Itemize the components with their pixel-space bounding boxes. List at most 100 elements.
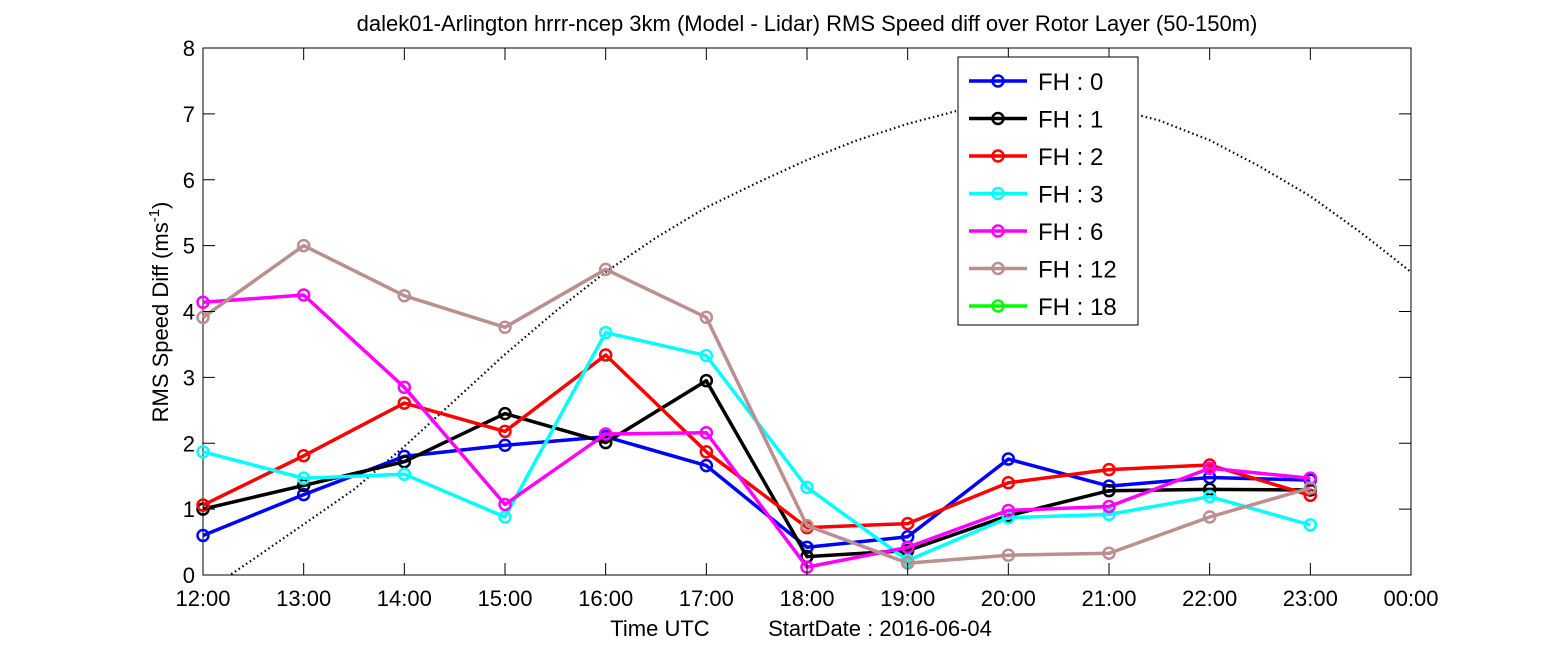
reference-curve <box>228 99 1411 575</box>
data-point-fh-1 <box>699 373 714 388</box>
x-tick-label: 22:00 <box>1182 586 1237 611</box>
x-axis: 12:00 13:00 14:00 15:00 16:00 17:00 18:00 19:00… <box>175 48 1439 611</box>
data-point-fh-6 <box>397 380 412 395</box>
y-tick-label: 3 <box>183 365 195 390</box>
chart-title: dalek01-Arlington hrrr-ncep 3km (Model -… <box>357 11 1258 36</box>
y-tick-label: 6 <box>183 168 195 193</box>
data-point-fh-2 <box>900 516 915 531</box>
series-fh-6 <box>196 288 1318 574</box>
legend-label-fh-18: FH : 18 <box>1038 294 1117 321</box>
legend-marker-fh-18 <box>991 299 1005 313</box>
y-axis-label-close: ) <box>148 202 173 209</box>
legend-box <box>957 56 1139 326</box>
y-axis-label-main: RMS Speed Diff (ms <box>148 222 173 422</box>
x-tick-label: 13:00 <box>276 586 331 611</box>
y-axis-label: RMS Speed Diff (ms-1) <box>146 202 173 423</box>
x-axis-startdate: StartDate : 2016-06-04 <box>768 616 992 641</box>
data-point-fh-12 <box>1001 548 1016 562</box>
data-point-fh-0 <box>196 528 210 543</box>
series-line-fh-0 <box>202 434 1311 550</box>
data-point-fh-2 <box>196 498 210 512</box>
x-tick-label: 14:00 <box>377 586 432 611</box>
x-tick-label: 23:00 <box>1283 586 1338 611</box>
y-tick-label: 4 <box>183 300 195 325</box>
data-point-fh-6 <box>196 295 210 310</box>
y-tick-label: 0 <box>183 563 195 588</box>
reference-curve-line <box>228 99 1411 575</box>
data-point-fh-2 <box>598 348 613 362</box>
data-point-fh-0 <box>296 487 311 502</box>
series-line-fh-1 <box>202 378 1311 559</box>
series-line-fh-3 <box>202 330 1311 563</box>
data-point-fh-12 <box>1102 546 1116 561</box>
plot-frame <box>202 47 1412 576</box>
series-line-fh-2 <box>202 353 1311 530</box>
x-tick-label: 18:00 <box>779 586 834 611</box>
series-fh-0 <box>196 429 1318 555</box>
data-point-fh-3 <box>498 510 512 524</box>
data-point-fh-2 <box>498 424 512 439</box>
legend-marker-fh-2 <box>991 149 1005 163</box>
x-tick-label: 16:00 <box>578 586 633 611</box>
data-point-fh-3 <box>1303 518 1318 532</box>
data-point-fh-3 <box>296 471 311 485</box>
data-point-fh-6 <box>1102 499 1116 514</box>
data-point-fh-2 <box>1001 476 1016 490</box>
y-tick-label: 8 <box>183 36 195 61</box>
data-point-fh-12 <box>296 238 311 253</box>
data-point-fh-0 <box>699 458 714 473</box>
x-tick-label: 20:00 <box>981 586 1036 611</box>
data-point-fh-1 <box>397 454 412 469</box>
series-line-fh-6 <box>202 293 1311 569</box>
x-tick-label: 12:00 <box>175 586 230 611</box>
data-point-fh-3 <box>1202 489 1217 504</box>
data-point-fh-12 <box>498 320 512 335</box>
data-point-fh-2 <box>296 449 311 463</box>
data-point-fh-3 <box>800 480 814 495</box>
data-point-fh-3 <box>397 467 412 481</box>
data-point-fh-3 <box>196 445 210 459</box>
y-tick-label: 7 <box>183 102 195 127</box>
data-point-fh-0 <box>1001 452 1016 466</box>
data-point-fh-6 <box>699 425 714 440</box>
y-tick-label: 2 <box>183 431 195 456</box>
legend-label-fh-1: FH : 1 <box>1038 107 1103 134</box>
data-point-fh-2 <box>397 396 412 410</box>
data-point-fh-1 <box>1102 483 1116 498</box>
data-point-fh-12 <box>1303 481 1318 495</box>
legend: FH : 0 FH : 1 FH : 2 FH : 3 FH : 6 FH : 12 FH … <box>957 56 1139 326</box>
series-fh-12 <box>196 238 1318 570</box>
legend-marker-fh-12 <box>991 261 1005 276</box>
x-tick-label: 00:00 <box>1383 586 1438 611</box>
plot-area <box>202 47 1412 576</box>
x-tick-label: 15:00 <box>477 586 532 611</box>
data-point-fh-0 <box>498 438 512 452</box>
legend-marker-fh-3 <box>991 186 1005 201</box>
data-point-fh-12 <box>598 262 613 277</box>
x-tick-label: 19:00 <box>880 586 935 611</box>
x-tick-label: 17:00 <box>679 586 734 611</box>
series-group <box>196 238 1318 574</box>
data-point-fh-1 <box>498 406 512 421</box>
data-point-fh-3 <box>598 325 613 340</box>
data-point-fh-3 <box>1102 507 1116 522</box>
data-point-fh-6 <box>1001 503 1016 518</box>
legend-label-fh-0: FH : 0 <box>1038 69 1103 96</box>
y-tick-label: 5 <box>183 234 195 259</box>
data-point-fh-2 <box>1102 462 1116 477</box>
legend-label-fh-6: FH : 6 <box>1038 219 1103 246</box>
data-point-fh-12 <box>397 288 412 303</box>
legend-label-fh-2: FH : 2 <box>1038 144 1103 171</box>
x-tick-label: 21:00 <box>1081 586 1136 611</box>
data-point-fh-6 <box>1202 461 1217 476</box>
y-axis: 0 1 2 3 4 5 6 7 8 <box>183 36 1411 588</box>
data-point-fh-2 <box>699 445 714 459</box>
y-axis-label-sup: -1 <box>146 209 163 222</box>
x-axis-label: Time UTC <box>610 616 710 641</box>
legend-marker-fh-6 <box>991 224 1005 238</box>
data-point-fh-6 <box>900 540 915 555</box>
data-point-fh-12 <box>800 518 814 533</box>
legend-label-fh-3: FH : 3 <box>1038 182 1103 209</box>
legend-marker-fh-1 <box>991 111 1005 126</box>
